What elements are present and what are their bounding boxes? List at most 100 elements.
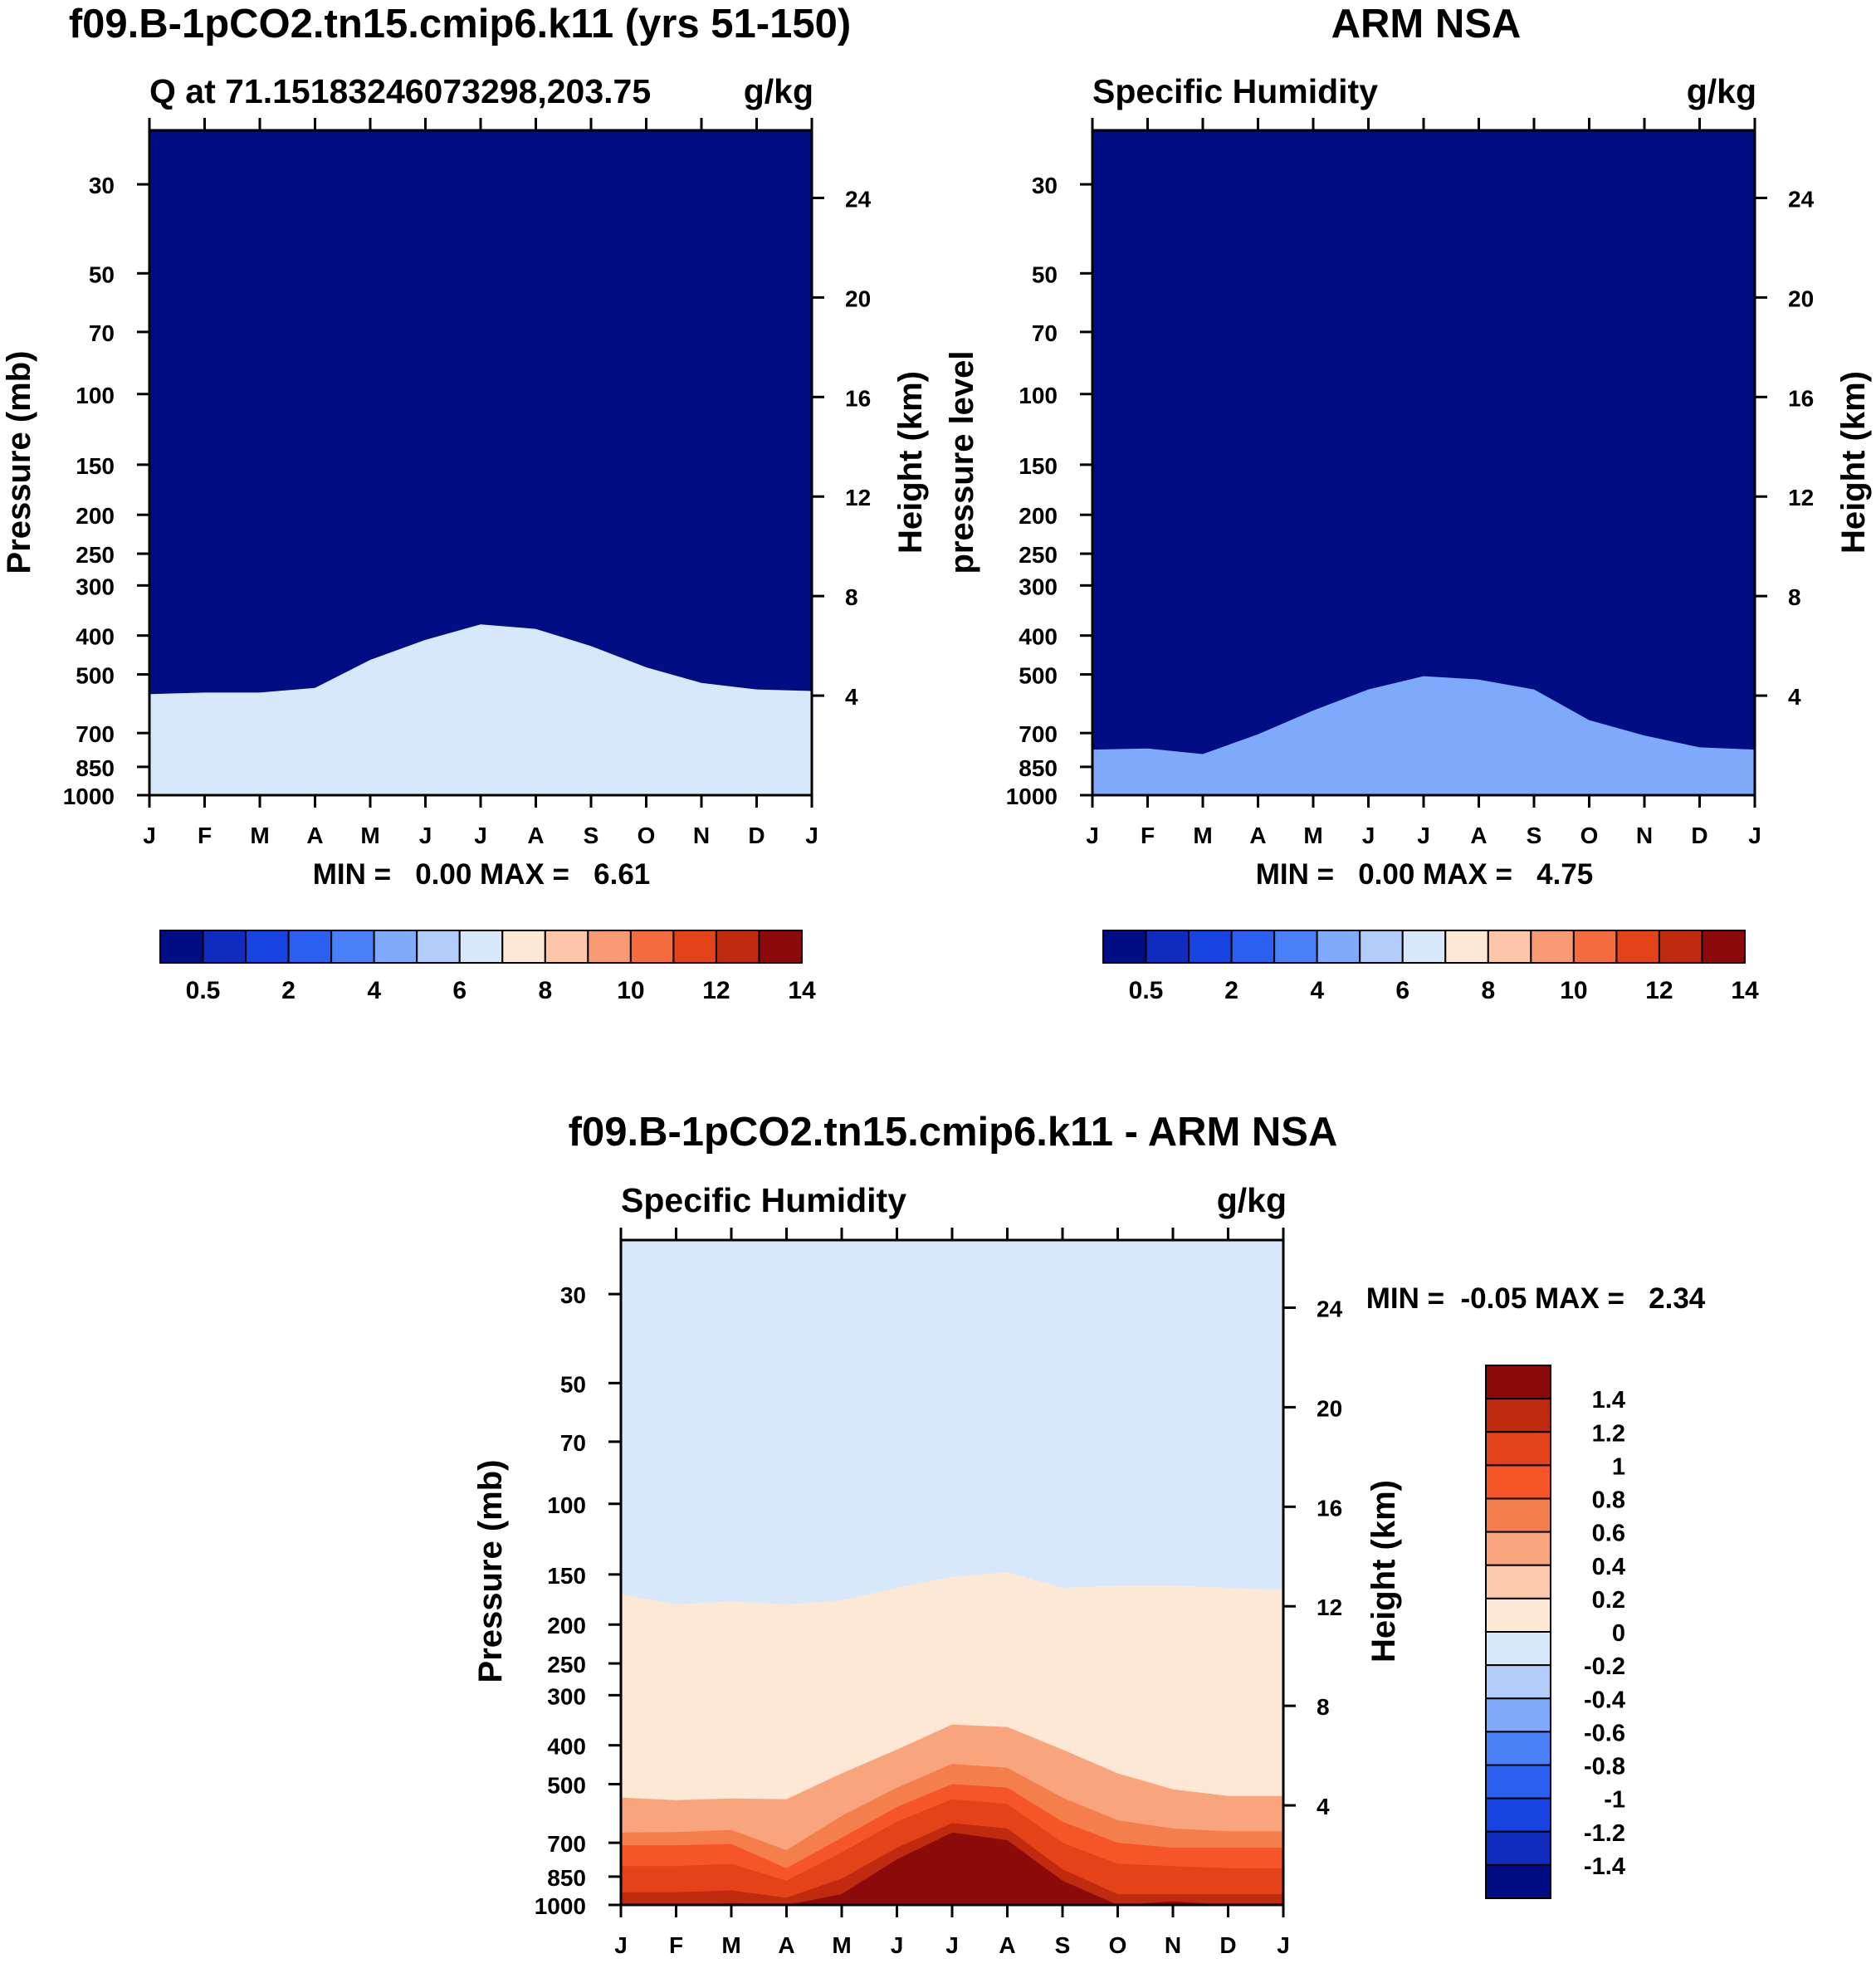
obs-colorbar-box [1530, 930, 1575, 964]
difference-colorbar-box [1485, 1464, 1551, 1500]
obs-y-tick-label: 400 [1019, 624, 1058, 650]
difference-x-tick-label: N [1165, 1932, 1181, 1958]
model-x-tick-label: D [748, 823, 765, 848]
difference-x-tick-label: J [945, 1932, 959, 1958]
obs-colorbar-box [1615, 930, 1660, 964]
difference-y-right-tick-label: 4 [1317, 1794, 1330, 1819]
difference-x-tick-label: J [891, 1932, 904, 1958]
obs-x-tick-label: J [1362, 823, 1375, 848]
obs-colorbar-box [1230, 930, 1276, 964]
difference-y-right-tick-label: 16 [1317, 1495, 1342, 1521]
obs-y-tick-label: 500 [1019, 663, 1058, 689]
obs-ylabel-left: pressure level [944, 350, 980, 574]
model-colorbar-box [202, 930, 247, 964]
difference-x-tick-label: D [1219, 1932, 1236, 1958]
model-x-tick-label: F [198, 823, 212, 848]
model-colorbar-box [159, 930, 204, 964]
model-x-tick-label: S [584, 823, 599, 848]
obs-colorbar-box [1444, 930, 1489, 964]
difference-x-tick-label: J [614, 1932, 628, 1958]
obs-colorbar-box [1401, 930, 1447, 964]
difference-colorbar-box [1485, 1797, 1551, 1833]
diff-plot-area [621, 1240, 1283, 1905]
difference-colorbar-label: 0.2 [1592, 1587, 1625, 1614]
model-x-tick-label: A [527, 823, 544, 848]
difference-y-tick-label: 400 [547, 1734, 586, 1760]
obs-x-tick-label: J [1417, 823, 1430, 848]
obs-x-tick-label: M [1303, 823, 1322, 848]
model-y-tick-label: 500 [76, 663, 115, 689]
obs-y-right-tick-label: 20 [1788, 286, 1814, 311]
difference-x-tick-label: S [1055, 1932, 1071, 1958]
difference-colorbar-label: 1 [1612, 1453, 1625, 1480]
obs-y-right-tick-label: 16 [1788, 385, 1814, 411]
model-colorbar-box [416, 930, 461, 964]
model-colorbar-box [672, 930, 717, 964]
difference-colorbar-box [1485, 1830, 1551, 1866]
model-x-tick-label: M [250, 823, 269, 848]
difference-colorbar-label: 0 [1612, 1620, 1625, 1647]
difference-colorbar-box [1485, 1365, 1551, 1400]
obs-y-tick-label: 50 [1032, 261, 1058, 287]
obs-colorbar-box [1572, 930, 1618, 964]
difference-y-right-tick-label: 8 [1317, 1694, 1330, 1720]
model-x-tick-label: M [360, 823, 379, 848]
model-colorbar-box [587, 930, 632, 964]
model-colorbar: 0.5 2 4 6 8 10 12 14 [159, 930, 816, 1004]
difference-y-tick-label: 1000 [535, 1893, 586, 1919]
difference-colorbar-label: 1.2 [1592, 1420, 1625, 1447]
obs-y-tick-label: 700 [1019, 721, 1058, 747]
obs-y-right-tick-label: 24 [1788, 186, 1815, 212]
panel-diff: f09.B-1pCO2.tn15.cmip6.k11 - ARM NSA Spe… [472, 1110, 1706, 1958]
obs-y-tick-label: 300 [1019, 574, 1058, 599]
model-colorbar-label: 8 [538, 977, 552, 1004]
difference-y-tick-label: 700 [547, 1831, 586, 1857]
difference-y-right-tick-label: 24 [1317, 1296, 1343, 1321]
model-x-tick-label: J [419, 823, 432, 848]
difference-colorbar-label: 1.4 [1592, 1387, 1625, 1414]
difference-colorbar-box [1485, 1597, 1551, 1633]
model-colorbar-box [544, 930, 589, 964]
obs-colorbar-label: 8 [1481, 977, 1495, 1004]
panel-model: f09.B-1pCO2.tn15.cmip6.k11 (yrs 51-150) … [1, 2, 929, 1004]
difference-y-tick-label: 70 [560, 1430, 586, 1456]
model-x-tick-label: J [474, 823, 487, 848]
obs-colorbar-box [1359, 930, 1404, 964]
obs-y-tick-label: 1000 [1006, 784, 1058, 809]
difference-y-tick-label: 150 [547, 1563, 586, 1589]
difference-colorbar-box [1485, 1697, 1551, 1733]
model-colorbar-label: 10 [617, 977, 644, 1004]
obs-colorbar: 0.5 2 4 6 8 10 12 14 [1102, 930, 1759, 1004]
model-y-tick-label: 50 [89, 261, 115, 287]
model-colorbar-box [330, 930, 375, 964]
difference-colorbar-box [1485, 1764, 1551, 1800]
model-y-right-tick-label: 16 [845, 385, 871, 411]
diff-ylabel-right: Height (km) [1365, 1480, 1402, 1663]
difference-colorbar-box [1485, 1398, 1551, 1433]
obs-x-tick-label: M [1193, 823, 1212, 848]
model-x-tick-label: O [638, 823, 656, 848]
difference-colorbar-box [1485, 1631, 1551, 1667]
model-y-tick-label: 1000 [63, 784, 115, 809]
difference-colorbar-label: -1.2 [1584, 1820, 1625, 1847]
model-y-tick-label: 70 [89, 320, 115, 346]
panel-model-units: g/kg [744, 72, 813, 110]
difference-colorbar-label: -0.8 [1584, 1754, 1625, 1780]
model-y-tick-label: 850 [76, 755, 115, 781]
panel-model-left-string: Q at 71.15183246073298,203.75 [149, 72, 651, 110]
panel-diff-title: f09.B-1pCO2.tn15.cmip6.k11 - ARM NSA [569, 1110, 1338, 1155]
difference-colorbar-box [1485, 1664, 1551, 1700]
difference-colorbar-label: -0.2 [1584, 1653, 1625, 1680]
model-y-tick-label: 200 [76, 503, 115, 529]
difference-colorbar-box [1485, 1564, 1551, 1599]
panel-obs-units: g/kg [1687, 72, 1756, 110]
difference-y-tick-label: 100 [547, 1492, 586, 1518]
model-plot-area [149, 130, 812, 795]
model-colorbar-label: 6 [452, 977, 467, 1004]
obs-y-right-tick-label: 8 [1788, 584, 1801, 610]
model-colorbar-box [629, 930, 675, 964]
difference-y-tick-label: 250 [547, 1652, 586, 1677]
model-colorbar-box [458, 930, 504, 964]
model-colorbar-label: 4 [367, 977, 381, 1004]
